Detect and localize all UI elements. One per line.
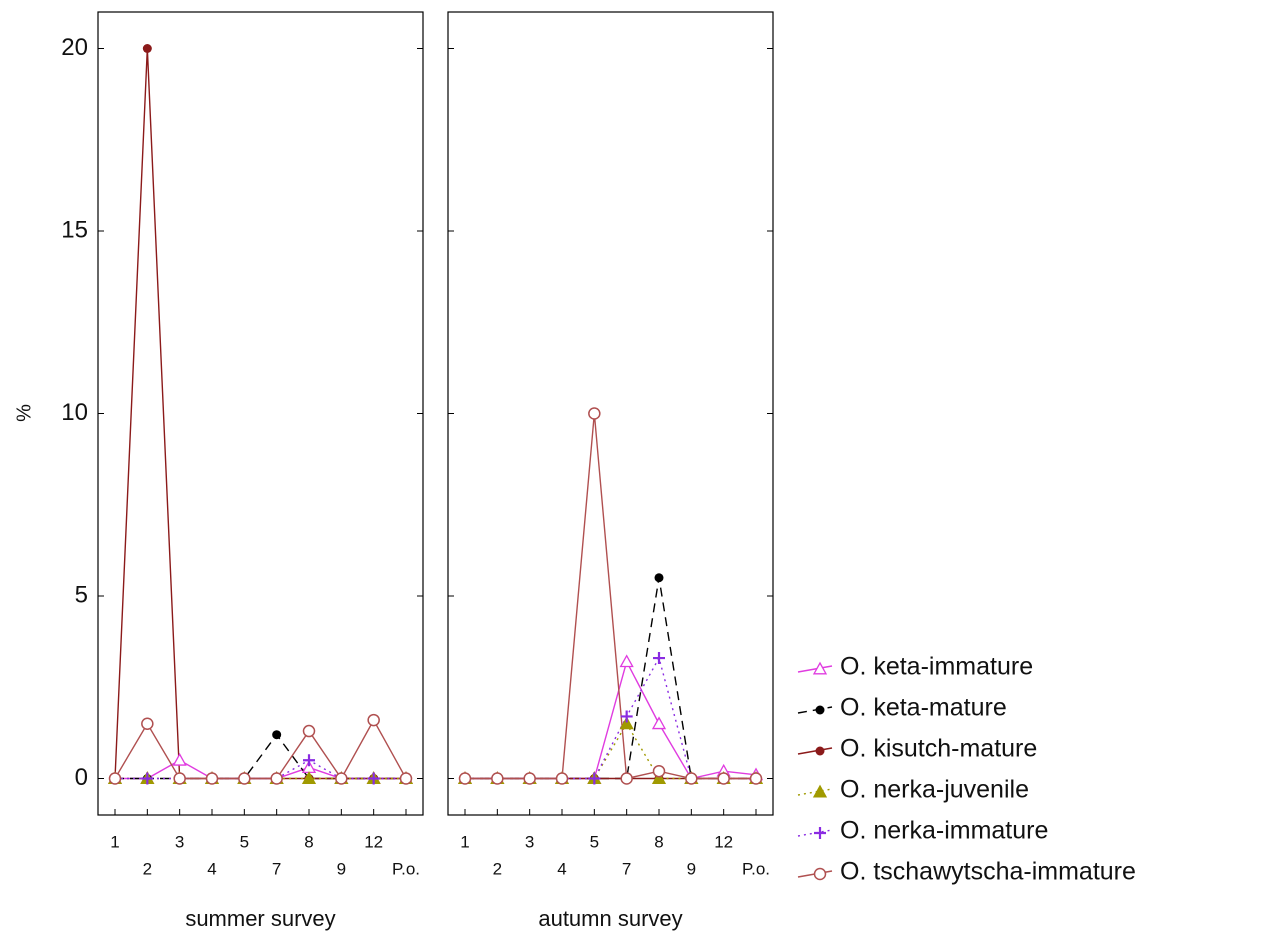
x-tick-label: 9	[687, 859, 696, 878]
plot-frame	[447, 11, 774, 816]
marker	[523, 772, 536, 785]
marker	[588, 407, 601, 420]
legend-marker	[812, 784, 828, 798]
x-tick-label: 12	[364, 832, 383, 851]
legend-label: O. keta-immature	[840, 653, 1033, 681]
marker	[654, 573, 664, 583]
marker	[238, 772, 251, 785]
marker	[717, 772, 730, 785]
y-tick-label: 10	[61, 399, 88, 426]
series-line	[465, 722, 756, 780]
x-tick-label: 9	[337, 859, 346, 878]
marker	[588, 772, 601, 785]
legend-marker	[815, 705, 825, 715]
marker	[491, 772, 504, 785]
legend-label: O. nerka-immature	[840, 817, 1048, 845]
marker	[653, 652, 665, 665]
legend-label: O. nerka-juvenile	[840, 776, 1029, 804]
legend-marker	[814, 827, 826, 839]
marker	[303, 754, 315, 767]
x-tick-label: 2	[493, 859, 502, 878]
x-tick-label: 5	[240, 832, 249, 851]
legend-label: O. tschawytscha-immature	[840, 858, 1136, 886]
legend-marker	[812, 661, 828, 675]
legend-line	[797, 706, 833, 714]
series-line	[115, 759, 406, 780]
series-line	[114, 718, 407, 780]
y-axis-label: %	[13, 404, 35, 422]
x-tick-label: P.o.	[742, 859, 770, 878]
legend-line	[797, 665, 833, 673]
x-tick-label: 4	[207, 859, 216, 878]
legend-label: O. kisutch-mature	[840, 735, 1037, 763]
plot-frame	[97, 11, 424, 816]
marker	[108, 772, 122, 785]
y-tick-label: 20	[61, 34, 88, 61]
series-line	[465, 659, 757, 780]
marker	[142, 44, 152, 53]
x-tick-label: P.o.	[392, 859, 420, 878]
marker	[272, 730, 282, 740]
y-tick-label: 5	[75, 581, 88, 608]
marker	[141, 717, 154, 730]
legend-label: O. keta-mature	[840, 694, 1007, 722]
x-axis-label: autumn survey	[538, 906, 682, 931]
x-tick-label: 7	[272, 859, 281, 878]
y-tick-label: 15	[61, 216, 88, 243]
x-tick-label: 4	[557, 859, 566, 878]
x-tick-label: 8	[304, 832, 313, 851]
marker	[651, 771, 667, 784]
marker	[399, 772, 413, 785]
marker	[367, 772, 380, 785]
marker	[141, 772, 154, 785]
marker	[173, 772, 186, 785]
marker	[270, 772, 283, 785]
y-tick-label: 0	[75, 764, 88, 791]
marker	[619, 716, 634, 730]
marker	[620, 710, 633, 723]
legend-marker	[813, 867, 827, 881]
marker	[458, 772, 472, 785]
legend-line	[797, 747, 833, 755]
marker	[335, 772, 348, 785]
marker	[651, 716, 667, 730]
x-tick-label: 7	[622, 859, 631, 878]
marker	[652, 764, 666, 778]
series-line	[114, 48, 406, 780]
marker	[620, 772, 633, 785]
series-line	[465, 413, 756, 780]
x-tick-label: 5	[590, 832, 599, 851]
x-tick-label: 3	[175, 832, 184, 851]
x-tick-label: 3	[525, 832, 534, 851]
marker	[172, 752, 187, 766]
marker	[685, 772, 698, 785]
x-tick-label: 2	[143, 859, 152, 878]
x-axis-label: summer survey	[185, 906, 335, 931]
x-tick-label: 8	[654, 832, 663, 851]
marker	[367, 713, 380, 727]
marker	[302, 724, 316, 738]
x-tick-label: 1	[460, 832, 469, 851]
marker	[205, 772, 219, 785]
series-line	[115, 759, 406, 780]
marker	[749, 772, 763, 785]
marker	[301, 771, 317, 784]
x-tick-label: 1	[110, 832, 119, 851]
x-tick-label: 12	[714, 832, 733, 851]
marker	[619, 654, 634, 668]
marker	[555, 772, 569, 785]
legend-marker	[815, 746, 825, 756]
